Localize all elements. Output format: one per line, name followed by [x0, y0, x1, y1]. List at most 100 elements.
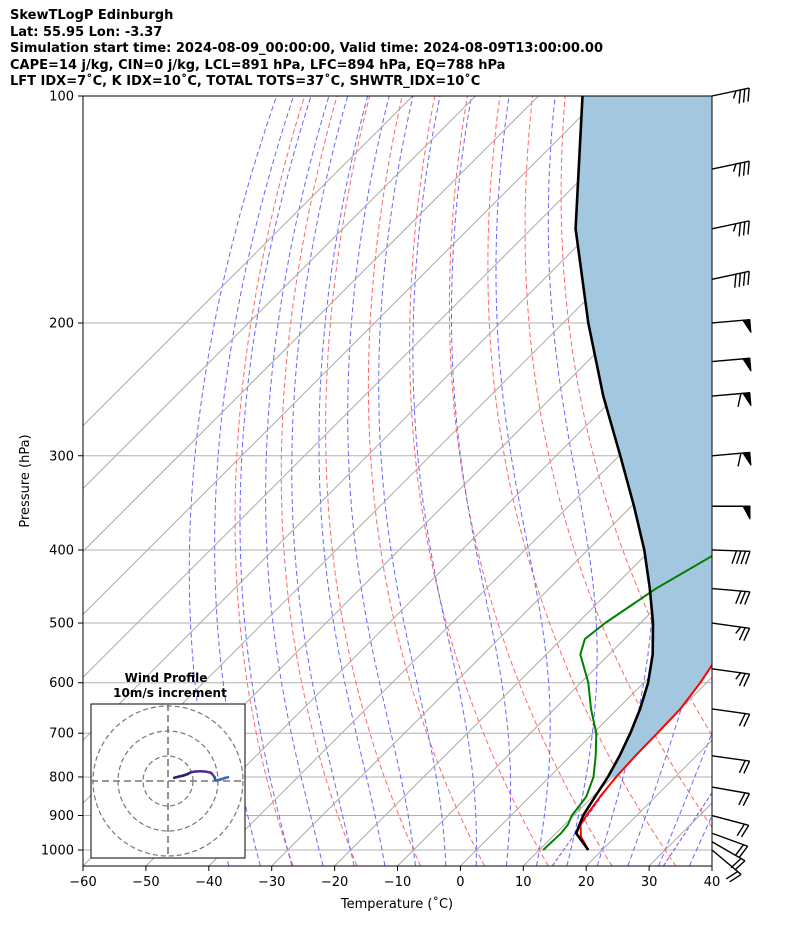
- wind-barb: [711, 587, 751, 605]
- barb-feather: [738, 760, 746, 774]
- dry-adiabat-line: [367, 96, 485, 866]
- barb-feather: [740, 550, 747, 565]
- barb-feather: [744, 551, 751, 565]
- moist-adiabat-line: [347, 96, 416, 866]
- barb-feather: [734, 274, 737, 288]
- isotherm-line: [83, 96, 539, 553]
- barb-feather: [729, 873, 742, 883]
- wind-barb: [711, 87, 750, 104]
- barb-staff: [711, 814, 749, 827]
- wind-barb: [711, 708, 751, 727]
- x-tick-label: 20: [578, 875, 595, 890]
- dry-adiabat-line: [280, 96, 358, 866]
- y-tick-label: 400: [49, 543, 74, 558]
- location-line: Lat: 55.95 Lon: -3.37: [10, 24, 163, 40]
- cape-fill: [575, 96, 712, 777]
- y-tick-label: 500: [49, 617, 74, 632]
- x-tick-label: 40: [704, 875, 721, 890]
- x-tick-label: 10: [515, 875, 532, 890]
- wind-barb: [712, 505, 751, 520]
- barb-feather: [742, 272, 746, 286]
- wind-barb: [711, 786, 751, 807]
- moist-adiabat-line: [265, 96, 330, 866]
- y-tick-label: 600: [49, 676, 74, 691]
- barb-staff: [711, 755, 750, 762]
- barb-feather: [738, 627, 746, 641]
- y-tick-label: 800: [49, 770, 74, 785]
- moist-adiabat-line: [318, 96, 386, 866]
- wind-barb: [711, 622, 751, 641]
- barb-feather: [738, 792, 746, 806]
- moist-adiabat-line: [239, 96, 312, 866]
- dewpoint-line: [542, 554, 712, 851]
- wind-barb: [711, 357, 752, 372]
- barb-feather: [738, 89, 742, 104]
- barb-feather: [735, 550, 742, 565]
- wind-barb: [711, 220, 750, 237]
- barb-staff: [711, 622, 750, 630]
- barb-feather: [732, 163, 737, 172]
- moist-adiabat-line: [412, 96, 477, 866]
- y-tick-label: 100: [49, 90, 74, 105]
- isotherm-line: [145, 299, 712, 866]
- isotherm-line: [334, 487, 712, 866]
- inset-subtitle: 10m/s increment: [113, 686, 227, 700]
- isotherm-line: [208, 362, 712, 866]
- barb-feather: [735, 626, 742, 634]
- barb-staff: [711, 87, 750, 97]
- x-tick-label: −20: [321, 875, 348, 890]
- barb-pennant: [742, 319, 752, 333]
- barb-staff: [711, 160, 750, 170]
- barb-staff: [711, 832, 748, 847]
- barb-feather: [738, 222, 742, 237]
- wind-barb: [711, 849, 742, 883]
- moist-adiabat-line: [378, 96, 447, 866]
- x-tick-label: 30: [641, 875, 658, 890]
- isotherm-line: [460, 613, 712, 866]
- barb-feather: [743, 628, 751, 641]
- dry-adiabat-line: [761, 96, 794, 866]
- wind-barb: [711, 549, 751, 565]
- barb-feather: [742, 88, 746, 103]
- x-tick-label: −60: [69, 875, 96, 890]
- wind-barbs: [711, 87, 752, 883]
- x-tick-label: −50: [132, 875, 159, 890]
- x-tick-label: −40: [195, 875, 222, 890]
- inset-plot: [91, 704, 245, 858]
- barb-feather: [747, 220, 750, 235]
- barb-staff: [711, 220, 750, 230]
- moist-adiabat-line: [291, 96, 355, 866]
- x-tick-label: −30: [258, 875, 285, 890]
- barb-feather: [738, 713, 746, 727]
- isotherm-line: [83, 96, 414, 427]
- moist-adiabat-line: [658, 731, 712, 866]
- wind-barb: [711, 270, 750, 288]
- barb-feather: [738, 673, 746, 687]
- dry-adiabat-line: [409, 96, 549, 866]
- wind-barb: [711, 814, 750, 838]
- barb-feather: [742, 793, 751, 807]
- y-tick-label: 300: [49, 449, 74, 464]
- x-axis-title: Temperature (˚C): [340, 896, 453, 912]
- wind-barb: [711, 318, 752, 333]
- barb-staff: [711, 708, 750, 715]
- moist-adiabat-line: [627, 96, 712, 866]
- barb-feather: [737, 393, 742, 407]
- barb-feather: [739, 591, 747, 605]
- x-tick-label: 0: [456, 875, 464, 890]
- barb-staff: [711, 849, 742, 875]
- barb-staff: [711, 668, 750, 675]
- moist-adiabat-line: [214, 96, 295, 866]
- axes: −60 −50 −40 −30 −20 −10 0 10 20 30 40 100 200 300 400 5…: [41, 90, 720, 891]
- isotherm-line: [83, 96, 476, 490]
- y-tick-label: 900: [49, 809, 74, 824]
- barb-feather: [742, 221, 746, 236]
- isotherm-line: [397, 550, 712, 866]
- moist-adiabat-line: [547, 96, 598, 866]
- barb-feather: [731, 550, 738, 564]
- barb-feather: [730, 857, 742, 869]
- dry-adiabat-line: [448, 96, 613, 866]
- cape-line: CAPE=14 j/kg, CIN=0 j/kg, LCL=891 hPa, L…: [10, 57, 506, 73]
